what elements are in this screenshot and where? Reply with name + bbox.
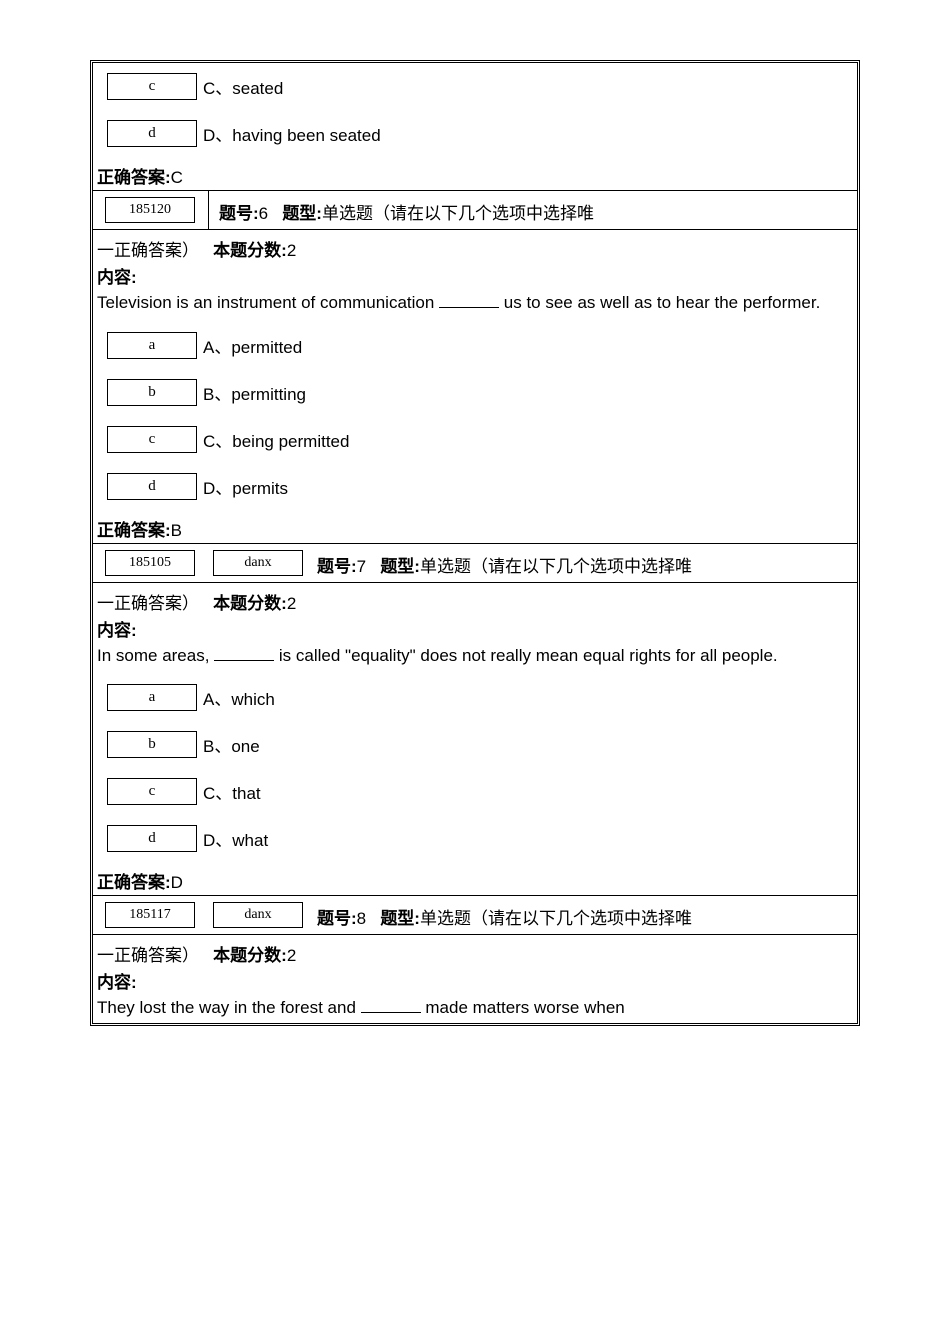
answer-label: 正确答案: bbox=[97, 168, 171, 187]
question-meta: 一正确答案） 本题分数:2 bbox=[93, 230, 857, 263]
option-text: B、permitting bbox=[203, 380, 306, 405]
option-row[interactable]: c C、seated bbox=[95, 63, 855, 110]
option-letter-box: a bbox=[107, 684, 197, 711]
option-letter-box: d bbox=[107, 825, 197, 852]
option-letter-box: c bbox=[107, 73, 197, 100]
answer-label: 正确答案: bbox=[97, 521, 171, 540]
option-row[interactable]: d D、having been seated bbox=[95, 110, 855, 157]
option-letter-box: b bbox=[107, 379, 197, 406]
option-row[interactable]: c C、being permitted bbox=[95, 416, 855, 463]
option-row[interactable]: c C、that bbox=[95, 768, 855, 815]
question-header-text: 题号:7 题型:单选题（请在以下几个选项中选择唯 bbox=[303, 544, 857, 582]
option-letter-box: c bbox=[107, 778, 197, 805]
option-letter-box: c bbox=[107, 426, 197, 453]
question-danx-box: danx bbox=[213, 550, 303, 576]
question-danx-box: danx bbox=[213, 902, 303, 928]
exam-container: c C、seated d D、having been seated 正确答案:C… bbox=[90, 60, 860, 1026]
option-text: B、one bbox=[203, 732, 260, 757]
question-id-box: 185105 bbox=[105, 550, 195, 576]
answer-value: B bbox=[171, 521, 182, 540]
question-header: 185105 danx 题号:7 题型:单选题（请在以下几个选项中选择唯 bbox=[93, 544, 857, 582]
option-text: D、permits bbox=[203, 474, 288, 499]
option-row[interactable]: b B、one bbox=[95, 721, 855, 768]
option-text: C、being permitted bbox=[203, 427, 349, 452]
option-row[interactable]: d D、what bbox=[95, 815, 855, 862]
answer-value: C bbox=[171, 168, 183, 187]
fill-blank bbox=[439, 307, 499, 308]
fill-blank bbox=[214, 660, 274, 661]
question-header: 185120 题号:6 题型:单选题（请在以下几个选项中选择唯 bbox=[93, 191, 857, 229]
option-letter-box: d bbox=[107, 473, 197, 500]
content-label: 内容: bbox=[93, 616, 857, 641]
question-id-box: 185117 bbox=[105, 902, 195, 928]
answer-row: 正确答案:B bbox=[93, 510, 857, 543]
option-text: D、what bbox=[203, 826, 268, 851]
question-id-box: 185120 bbox=[105, 197, 195, 223]
question-header-text: 题号:6 题型:单选题（请在以下几个选项中选择唯 bbox=[209, 191, 857, 229]
answer-row: 正确答案:D bbox=[93, 862, 857, 895]
option-letter-box: a bbox=[107, 332, 197, 359]
content-label: 内容: bbox=[93, 968, 857, 993]
option-row[interactable]: d D、permits bbox=[95, 463, 855, 510]
question-content: Television is an instrument of communica… bbox=[93, 288, 857, 322]
option-text: A、permitted bbox=[203, 333, 302, 358]
option-text: A、which bbox=[203, 685, 275, 710]
option-row[interactable]: b B、permitting bbox=[95, 369, 855, 416]
option-text: D、having been seated bbox=[203, 121, 381, 146]
option-row[interactable]: a A、which bbox=[95, 674, 855, 721]
option-letter-box: d bbox=[107, 120, 197, 147]
answer-value: D bbox=[171, 873, 183, 892]
question-header-text: 题号:8 题型:单选题（请在以下几个选项中选择唯 bbox=[303, 896, 857, 934]
question-header: 185117 danx 题号:8 题型:单选题（请在以下几个选项中选择唯 bbox=[93, 896, 857, 934]
question-content: In some areas, is called "equality" does… bbox=[93, 641, 857, 675]
option-text: C、that bbox=[203, 779, 261, 804]
answer-row: 正确答案:C bbox=[93, 157, 857, 190]
answer-label: 正确答案: bbox=[97, 873, 171, 892]
option-row[interactable]: a A、permitted bbox=[95, 322, 855, 369]
option-letter-box: b bbox=[107, 731, 197, 758]
question-meta: 一正确答案） 本题分数:2 bbox=[93, 583, 857, 616]
fill-blank bbox=[361, 1012, 421, 1013]
question-meta: 一正确答案） 本题分数:2 bbox=[93, 935, 857, 968]
option-text: C、seated bbox=[203, 74, 283, 99]
question-content: They lost the way in the forest and made… bbox=[93, 993, 857, 1023]
content-label: 内容: bbox=[93, 263, 857, 288]
